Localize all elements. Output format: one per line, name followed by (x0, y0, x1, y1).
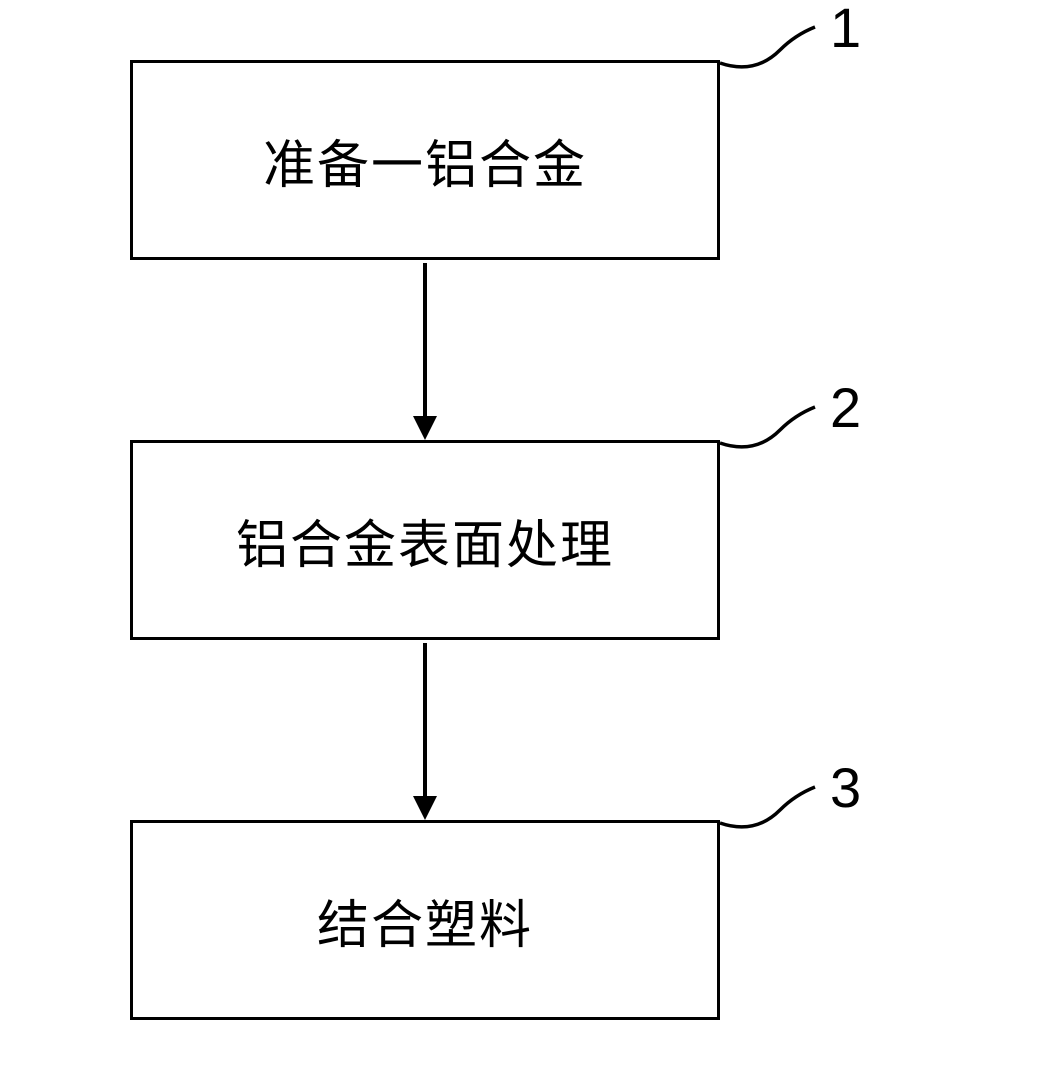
arrow-2-to-3-head (413, 796, 437, 820)
box-2-text: 铝合金表面处理 (236, 503, 614, 578)
box-3-text: 结合塑料 (317, 883, 533, 958)
label-1: 1 (830, 0, 861, 60)
label-2: 2 (830, 375, 861, 440)
flowchart-box-2: 铝合金表面处理 (130, 440, 720, 640)
arrow-1-to-2-line (423, 263, 427, 418)
flowchart-container: 准备一铝合金 铝合金表面处理 结合塑料 1 2 3 (0, 0, 1052, 1082)
flowchart-box-3: 结合塑料 (130, 820, 720, 1020)
arrow-1-to-2-head (413, 416, 437, 440)
label-curve-1 (715, 15, 825, 85)
arrow-2-to-3-line (423, 643, 427, 798)
label-curve-2 (715, 395, 825, 465)
label-curve-3 (715, 775, 825, 845)
flowchart-box-1: 准备一铝合金 (130, 60, 720, 260)
box-1-text: 准备一铝合金 (263, 123, 587, 198)
label-3: 3 (830, 755, 861, 820)
